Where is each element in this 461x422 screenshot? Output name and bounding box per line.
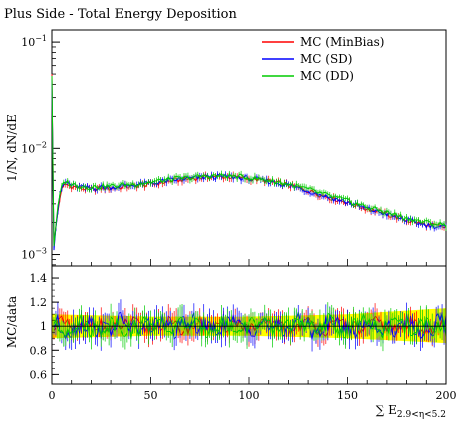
x-tick-label: 50 xyxy=(144,389,158,402)
ratio-y-tick-label: 1 xyxy=(40,320,47,333)
x-tick-labels: 0 50 100 150 200 xyxy=(49,389,457,402)
ratio-x-ticks xyxy=(51,377,447,384)
ratio-y-tick-label: 1.4 xyxy=(30,272,48,285)
chart-title: Plus Side - Total Energy Deposition xyxy=(4,7,237,22)
ratio-y-axis-label: MC/data xyxy=(5,296,19,348)
ratio-y-tick-label: 1.2 xyxy=(30,296,48,309)
x-tick-label: 0 xyxy=(49,389,56,402)
main-y-tick-exponent: −1 xyxy=(35,34,47,43)
x-tick-label: 150 xyxy=(337,389,358,402)
ratio-panel: 0.6 0.8 1 1.2 1.4 MC/data xyxy=(5,265,447,385)
legend: MC (MinBias) MC (SD) MC (DD) xyxy=(262,35,384,83)
main-series-line xyxy=(51,75,447,247)
legend-label-sd: MC (SD) xyxy=(300,52,353,66)
x-axis-label-main: ∑ E xyxy=(376,403,397,417)
ratio-y-tick-label: 0.6 xyxy=(30,368,48,381)
main-y-axis-label: 1/N, dN/dE xyxy=(5,114,19,182)
ratio-y-ticks: 0.6 0.8 1 1.2 1.4 xyxy=(30,272,59,381)
ratio-series-group xyxy=(53,299,447,352)
main-y-tick-label: 10−1 xyxy=(21,34,47,49)
ratio-series-line xyxy=(53,312,447,340)
main-plot-frame xyxy=(51,29,447,267)
legend-label-minbias: MC (MinBias) xyxy=(300,35,384,49)
main-x-ticks xyxy=(51,259,447,266)
main-series-errorbars xyxy=(55,170,447,231)
main-y-tick-label: 10−2 xyxy=(21,140,47,155)
x-tick-label: 200 xyxy=(436,389,457,402)
main-y-tick-label: 10−3 xyxy=(21,247,47,262)
main-series-line xyxy=(51,74,447,247)
ratio-y-tick-label: 0.8 xyxy=(30,344,48,357)
x-axis-label-subscript: 2.9<η<5.2 xyxy=(397,410,446,420)
main-panel: 10−3 10−2 10−1 MC (MinBias) MC (SD) MC (DD… xyxy=(5,29,447,267)
x-tick-label: 100 xyxy=(239,389,260,402)
main-series-line xyxy=(51,78,447,251)
legend-label-dd: MC (DD) xyxy=(300,69,354,83)
x-axis-label: ∑ E2.9<η<5.2 xyxy=(376,403,446,420)
main-y-tick-exponent: −3 xyxy=(35,247,47,256)
main-y-tick-exponent: −2 xyxy=(35,140,47,149)
main-series-group xyxy=(51,74,447,251)
